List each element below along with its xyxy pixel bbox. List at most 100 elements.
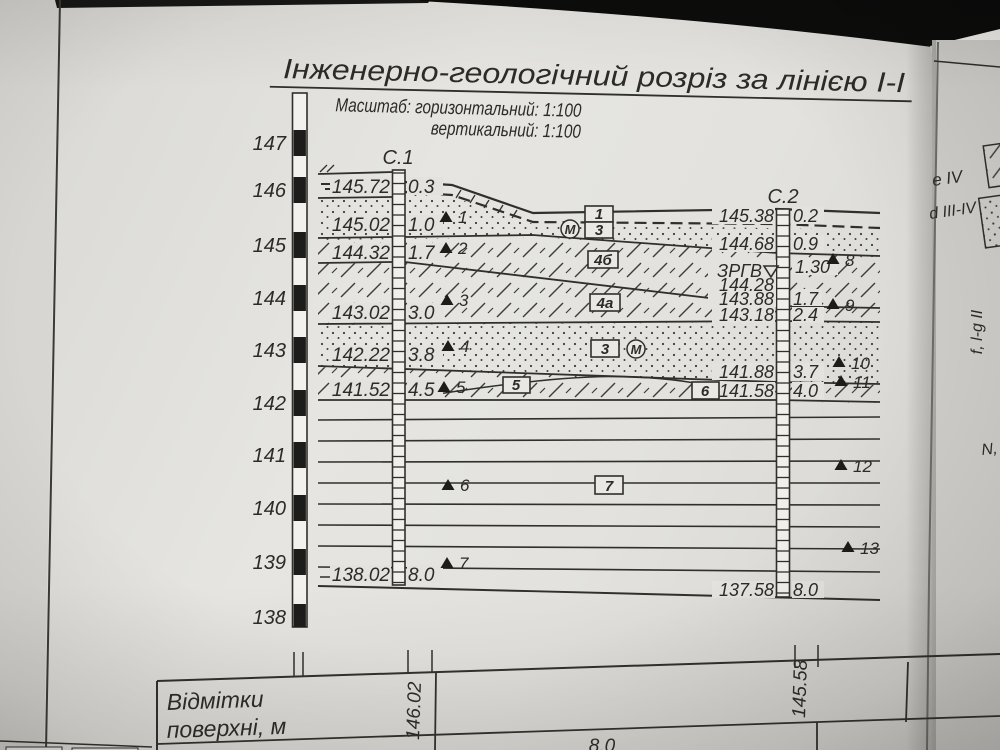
ruler-mark-140: 140 [253,498,286,520]
ruler-mark-147: 147 [253,133,287,155]
c1-depth-3: 3.0 [408,303,435,324]
ruler-mark-145: 145 [253,235,287,257]
legend-swatch-2 [977,193,1000,249]
layer-box-4b: 4б [593,252,612,269]
table-row2-value: 8.0 [589,736,616,750]
layer-box-7: 7 [605,478,614,495]
sample-2: 2 [457,239,468,258]
table-row-label-line1: Відмітки [166,686,264,715]
scale-line-1: Масштаб: горизонтальний: 1:100 [335,95,582,122]
borehole-c2-shaft [775,208,791,598]
table-c2-surface-elevation: 145.58 [789,659,812,718]
ruler-mark-139: 139 [253,552,286,574]
sample-4: 4 [460,337,469,356]
c1-labels: 145.72 0.3 145.02 1.0 144.32 1.7 143.02 … [330,177,443,586]
table-divider-2 [905,661,909,723]
table-divider-1 [434,671,437,750]
margin-label-d-iii-iv: d III-IV [928,199,978,223]
table-row-border [156,715,1000,745]
sample-12: 12 [853,457,872,476]
margin-label-e-iv: е IV [931,167,965,190]
c1-depth-0: 0.3 [408,177,435,198]
c2-depth-4: 3.7 [793,362,819,382]
sample-3: 3 [459,291,469,310]
bottom-table: Відмітки поверхні, м 146.02 145.58 8.0 [156,645,1000,750]
table-top-border [156,653,1000,682]
borehole-c1-name: С.1 [382,147,413,169]
c2-elev-0: 145.38 [719,206,774,226]
moisture-symbol-1: М [565,222,577,237]
scale-line-2: вертикальний: 1:100 [431,118,582,142]
c1-depth-5: 4.5 [408,380,435,401]
moisture-symbol-2: М [631,342,643,357]
c1-depth-1: 1.0 [408,215,435,236]
c1-elev-2: 144.32 [332,243,391,264]
sample-9: 9 [845,296,855,315]
c2-depth-2: 1.7 [793,289,819,309]
dark-background-top [420,0,1000,47]
elevation-ruler: 147 146 145 144 143 142 141 140 139 138 [253,92,308,629]
c1-elev-0: 145.72 [332,177,391,198]
sample-5: 5 [456,378,466,397]
groundwater-symbol [762,265,780,279]
table-connectors [293,645,819,677]
title-underline [269,85,912,103]
margin-label-n: N, [981,440,999,459]
sample-1: 1 [458,208,467,227]
layer-box-6: 6 [701,383,710,400]
c1-elev-6: 138.02 [332,565,391,586]
title-block: Інженерно-геологічний розріз за лінією І… [269,53,912,143]
topsoil-bottom-dashed [404,190,881,230]
sample-11: 11 [853,373,871,392]
sample-13: 13 [860,539,879,558]
borehole-c2: С.2 [767,186,799,598]
page-fold [926,41,939,750]
sample-8: 8 [845,251,855,270]
left-frame-line [45,0,61,750]
adjacent-page-legend: е IV d III-IV f, l-g II N, [928,141,1000,459]
drawing-title: Інженерно-геологічний розріз за лінією І… [283,53,906,98]
c2-labels: 145.38 0.2 144.68 0.9 ЗРГВ 1.30 144.28 1… [708,206,838,600]
c1-elev-1: 145.02 [332,215,391,236]
layer-box-1: 1 [595,206,603,223]
c2-elev-5: 141.58 [719,381,774,401]
groundwater-elevation: 144.28 [719,275,774,295]
sample-6: 6 [460,476,470,495]
sample-10: 10 [851,354,870,373]
layer-box-3-upper: 3 [595,222,604,239]
slope-ticks [455,189,518,219]
sample-markers: 1 2 3 4 5 6 7 8 9 10 11 12 13 [437,208,879,573]
ruler-mark-142: 142 [253,393,286,415]
c1-depth-6: 8.0 [408,565,435,586]
c1-elev-3: 143.02 [332,303,391,324]
c2-elev-3: 143.18 [719,305,774,325]
table-c1-surface-elevation: 146.02 [403,681,426,740]
ruler-mark-144: 144 [253,288,286,310]
borehole-c1: С.1 [382,147,414,586]
ruler-mark-138: 138 [253,607,286,629]
table-row-label-line2: поверхні, м [166,713,287,743]
sample-7: 7 [459,554,469,573]
borehole-c1-shaft [391,169,406,586]
layer-box-3-lower: 3 [601,341,610,358]
c2-depth-0: 0.2 [793,206,818,226]
ruler-mark-141: 141 [253,445,286,467]
c2-depth-5: 4.0 [793,381,818,401]
c1-depth-2: 1.7 [408,243,436,264]
c1-elev-5: 141.52 [332,380,391,401]
lens-divider-line [431,375,701,396]
layer-number-boxes: 1 3 4б 4а 3 5 6 7 М М [502,205,720,495]
legend-swatch-1 [982,141,1000,189]
c1-depth-4: 3.8 [408,345,435,366]
groundwater-depth: 1.30 [795,257,830,277]
borehole-c2-name: С.2 [767,186,798,208]
c2-depth-6: 8.0 [793,580,818,600]
c2-depth-1: 0.9 [793,234,818,254]
c2-elev-2: 143.88 [719,289,774,309]
c1-elev-4: 142.22 [332,345,391,366]
c2-elev-1: 144.68 [719,234,774,254]
ruler-mark-146: 146 [253,180,287,202]
